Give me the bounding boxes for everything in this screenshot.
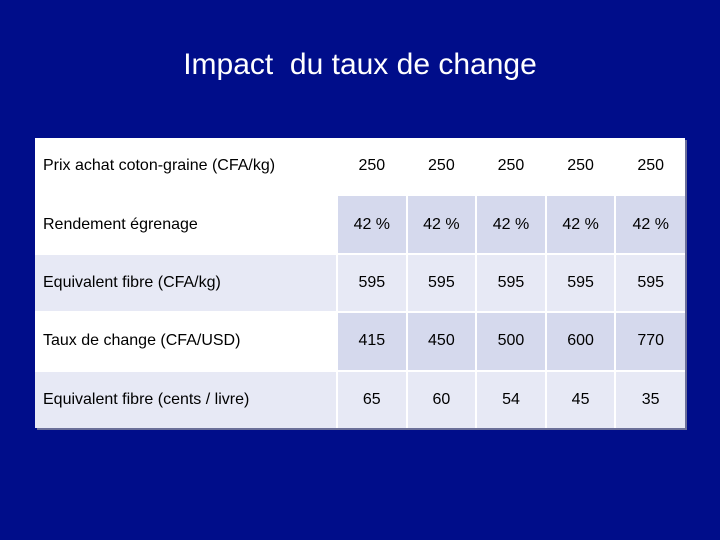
- table-cell: 42 %: [544, 194, 616, 254]
- row-label: Equivalent fibre (CFA/kg): [35, 252, 337, 313]
- table-cell: 250: [544, 138, 616, 196]
- table-cell: 595: [614, 252, 685, 313]
- row-label: Taux de change (CFA/USD): [35, 311, 337, 371]
- table-row: Equivalent fibre (cents / livre) 65 60 5…: [35, 369, 685, 428]
- table-cell: 250: [475, 138, 546, 196]
- table-cell: 250: [614, 138, 685, 196]
- table-cell: 500: [475, 311, 546, 371]
- table-cell: 42 %: [336, 194, 407, 254]
- table-cell: 595: [405, 252, 477, 313]
- table-cell: 65: [336, 369, 407, 428]
- table-cell: 600: [544, 311, 616, 371]
- table-cell: 450: [405, 311, 477, 371]
- table-cell: 45: [544, 369, 616, 428]
- slide-title: Impact du taux de change: [183, 48, 537, 81]
- table-row: Rendement égrenage 42 % 42 % 42 % 42 % 4…: [35, 194, 685, 254]
- exchange-rate-table: Prix achat coton-graine (CFA/kg) 250 250…: [35, 138, 685, 428]
- table-cell: 595: [475, 252, 546, 313]
- data-table: Prix achat coton-graine (CFA/kg) 250 250…: [35, 138, 685, 428]
- table-cell: 595: [544, 252, 616, 313]
- table-cell: 595: [336, 252, 407, 313]
- table-cell: 42 %: [405, 194, 477, 254]
- row-label: Equivalent fibre (cents / livre): [35, 369, 337, 428]
- table-cell: 54: [475, 369, 546, 428]
- table-cell: 415: [336, 311, 407, 371]
- table-cell: 35: [614, 369, 685, 428]
- table-cell: 60: [405, 369, 477, 428]
- table-cell: 250: [336, 138, 407, 196]
- table-cell: 42 %: [475, 194, 546, 254]
- table-row: Taux de change (CFA/USD) 415 450 500 600…: [35, 311, 685, 371]
- table-row: Equivalent fibre (CFA/kg) 595 595 595 59…: [35, 252, 685, 313]
- table-row: Prix achat coton-graine (CFA/kg) 250 250…: [35, 138, 685, 196]
- table-cell: 42 %: [614, 194, 685, 254]
- row-label: Rendement égrenage: [35, 194, 337, 254]
- table-cell: 770: [614, 311, 685, 371]
- row-label: Prix achat coton-graine (CFA/kg): [35, 138, 337, 196]
- table-cell: 250: [405, 138, 477, 196]
